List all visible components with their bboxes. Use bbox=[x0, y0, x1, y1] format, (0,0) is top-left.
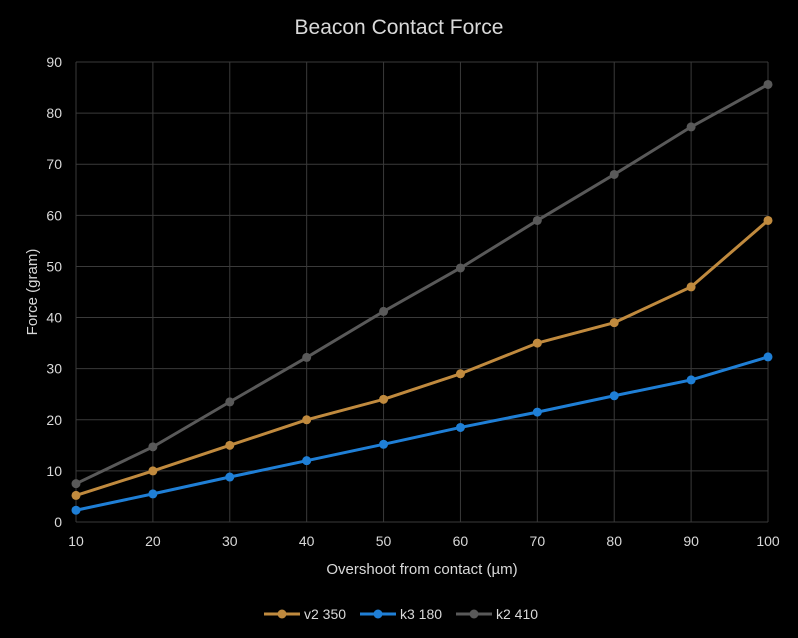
data-point bbox=[455, 263, 465, 273]
data-point bbox=[532, 338, 542, 348]
data-point bbox=[148, 489, 158, 499]
data-point bbox=[686, 282, 696, 292]
x-tick-label: 50 bbox=[376, 533, 392, 549]
y-tick-label: 90 bbox=[46, 54, 62, 70]
legend-label: k3 180 bbox=[400, 606, 442, 622]
data-point bbox=[302, 352, 312, 362]
legend-marker bbox=[469, 609, 479, 619]
y-axis-label: Force (gram) bbox=[24, 249, 41, 336]
data-point bbox=[686, 122, 696, 132]
series-group bbox=[71, 79, 773, 515]
y-tick-label: 80 bbox=[46, 105, 62, 121]
data-point bbox=[302, 456, 312, 466]
legend-label: k2 410 bbox=[496, 606, 538, 622]
x-tick-label: 30 bbox=[222, 533, 238, 549]
y-tick-label: 0 bbox=[54, 514, 62, 530]
data-point bbox=[532, 407, 542, 417]
data-point bbox=[302, 415, 312, 425]
data-point bbox=[225, 472, 235, 482]
legend: v2 350 k3 180 k2 410 bbox=[264, 606, 538, 622]
x-tick-label: 80 bbox=[606, 533, 622, 549]
data-point bbox=[763, 352, 773, 362]
data-point bbox=[225, 397, 235, 407]
data-point bbox=[609, 318, 619, 328]
data-point bbox=[609, 391, 619, 401]
y-tick-label: 40 bbox=[46, 310, 62, 326]
data-point bbox=[71, 479, 81, 489]
y-tick-label: 10 bbox=[46, 463, 62, 479]
series-line-v2-350 bbox=[74, 218, 770, 497]
x-tick-label: 10 bbox=[68, 533, 84, 549]
data-point bbox=[763, 79, 773, 89]
data-point bbox=[455, 369, 465, 379]
y-axis-ticks: 0 10 20 30 40 50 60 70 80 90 bbox=[46, 54, 62, 530]
data-point bbox=[379, 439, 389, 449]
y-tick-label: 30 bbox=[46, 361, 62, 377]
data-point bbox=[379, 394, 389, 404]
data-point bbox=[148, 442, 158, 452]
x-tick-label: 100 bbox=[756, 533, 780, 549]
chart-title: Beacon Contact Force bbox=[295, 16, 504, 39]
y-tick-label: 70 bbox=[46, 156, 62, 172]
y-tick-label: 20 bbox=[46, 412, 62, 428]
data-point bbox=[148, 466, 158, 476]
data-point bbox=[455, 422, 465, 432]
y-tick-label: 50 bbox=[46, 258, 62, 274]
legend-label: v2 350 bbox=[304, 606, 346, 622]
data-point bbox=[71, 505, 81, 515]
data-point bbox=[225, 440, 235, 450]
series-line-k3-180 bbox=[74, 355, 770, 512]
data-point bbox=[71, 490, 81, 500]
series-line-k2-410 bbox=[74, 82, 770, 486]
grid-lines bbox=[75, 61, 769, 523]
x-tick-label: 70 bbox=[530, 533, 546, 549]
x-axis-ticks: 10 20 30 40 50 60 70 80 90 100 bbox=[68, 533, 780, 549]
x-tick-label: 90 bbox=[683, 533, 699, 549]
data-point bbox=[532, 215, 542, 225]
data-point bbox=[686, 375, 696, 385]
x-tick-label: 20 bbox=[145, 533, 161, 549]
data-point bbox=[379, 306, 389, 316]
x-axis-label: Overshoot from contact (µm) bbox=[326, 561, 517, 578]
y-tick-label: 60 bbox=[46, 207, 62, 223]
data-point bbox=[763, 215, 773, 225]
legend-marker bbox=[373, 609, 383, 619]
x-tick-label: 40 bbox=[299, 533, 315, 549]
x-tick-label: 60 bbox=[453, 533, 469, 549]
legend-marker bbox=[277, 609, 287, 619]
data-point bbox=[609, 169, 619, 179]
